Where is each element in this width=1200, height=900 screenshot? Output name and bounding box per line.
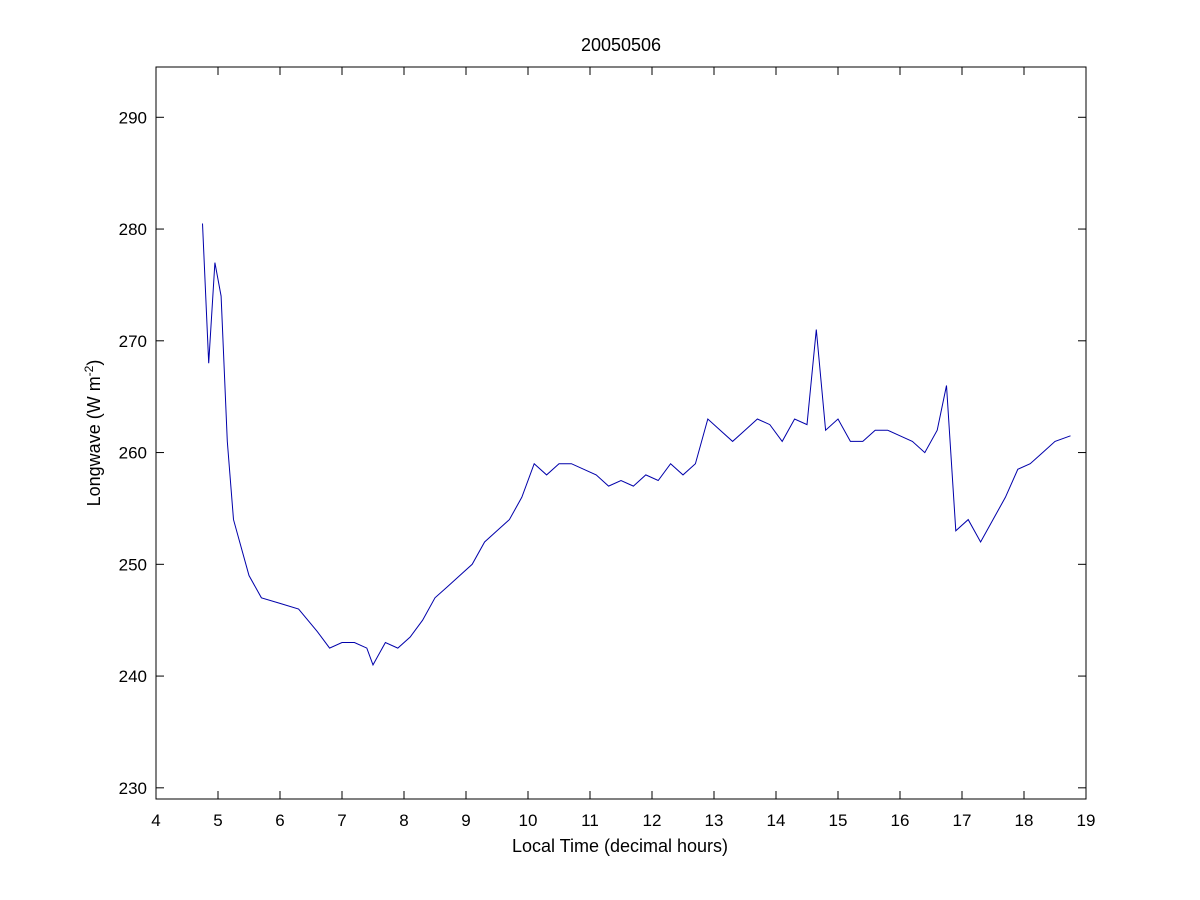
plot-area (155, 66, 1087, 800)
y-axis: 230 240 250 260 270 280 290 (119, 108, 1086, 798)
y-tick-label: 280 (119, 220, 147, 239)
x-tick-label: 11 (581, 811, 599, 830)
x-tick-label: 6 (275, 811, 284, 830)
x-tick-label: 15 (829, 811, 848, 830)
x-tick-label: 8 (399, 811, 408, 830)
y-tick-label: 230 (119, 779, 147, 798)
y-tick-label: 270 (119, 332, 147, 351)
x-tick-label: 16 (891, 811, 910, 830)
y-tick-label: 240 (119, 667, 147, 686)
x-tick-label: 9 (461, 811, 470, 830)
series-line (202, 223, 1071, 667)
y-tick-label: 250 (119, 555, 147, 574)
x-tick-label: 7 (337, 811, 346, 830)
x-tick-label: 13 (705, 811, 724, 830)
x-axis-label: Local Time (decimal hours) (512, 836, 728, 856)
y-axis-label: Longwave (W m-2) (82, 360, 104, 507)
x-tick-label: 19 (1077, 811, 1096, 830)
y-tick-label: 260 (119, 444, 147, 463)
x-tick-label: 18 (1015, 811, 1034, 830)
y-tick-label: 290 (119, 108, 147, 127)
x-tick-label: 4 (151, 811, 160, 830)
y-axis-label-end: ) (84, 360, 104, 366)
x-axis: 4 5 6 7 8 9 10 11 12 13 14 15 16 17 18 19 (151, 67, 1095, 830)
y-axis-label-exponent: -2 (82, 365, 96, 376)
x-tick-label: 12 (643, 811, 662, 830)
x-tick-label: 5 (213, 811, 222, 830)
x-tick-label: 10 (519, 811, 538, 830)
x-tick-label: 14 (767, 811, 786, 830)
y-axis-label-base: Longwave (W m (84, 376, 104, 506)
chart-title: 20050506 (581, 35, 661, 55)
x-tick-label: 17 (953, 811, 972, 830)
